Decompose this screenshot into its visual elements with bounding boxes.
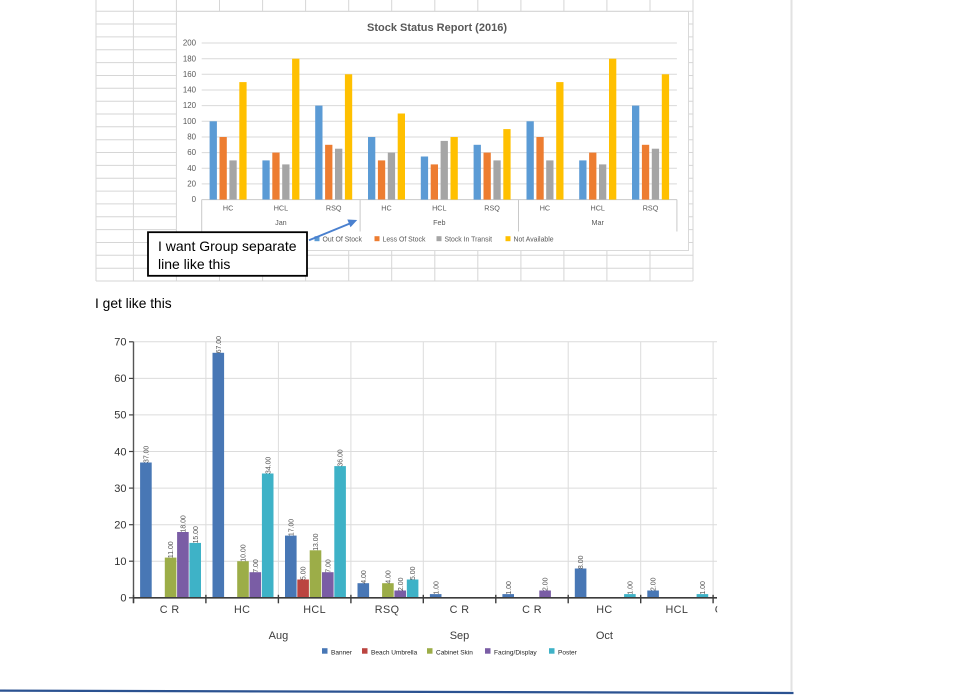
svg-text:140: 140 [183, 86, 197, 95]
svg-text:0: 0 [120, 593, 126, 605]
svg-text:HCL: HCL [432, 204, 446, 213]
svg-text:Sep: Sep [450, 630, 470, 642]
svg-text:RSQ: RSQ [326, 204, 342, 213]
svg-text:Poster: Poster [558, 650, 578, 657]
svg-text:I want Group separate: I want Group separate [158, 238, 297, 254]
svg-text:15.00: 15.00 [193, 526, 200, 543]
svg-text:RSQ: RSQ [643, 204, 659, 213]
svg-text:4.00: 4.00 [386, 570, 393, 584]
svg-text:5.00: 5.00 [301, 566, 308, 580]
svg-text:7.00: 7.00 [325, 559, 332, 573]
svg-text:36.00: 36.00 [338, 449, 345, 466]
svg-text:HC: HC [381, 204, 391, 213]
svg-text:0: 0 [192, 195, 197, 204]
svg-text:100: 100 [183, 117, 197, 126]
svg-text:20: 20 [114, 520, 126, 532]
svg-text:70: 70 [114, 337, 126, 349]
svg-text:Out Of Stock: Out Of Stock [323, 236, 363, 243]
svg-text:40: 40 [114, 446, 126, 458]
svg-text:Feb: Feb [433, 218, 445, 227]
svg-text:200: 200 [183, 39, 197, 48]
svg-text:Aug: Aug [269, 630, 289, 642]
svg-text:1.00: 1.00 [433, 581, 440, 595]
svg-text:Stock In Transit: Stock In Transit [445, 236, 493, 243]
svg-text:HC: HC [540, 204, 550, 213]
svg-text:2.00: 2.00 [398, 577, 405, 591]
svg-text:30: 30 [114, 483, 126, 495]
svg-text:8.00: 8.00 [578, 555, 585, 569]
svg-text:1.00: 1.00 [628, 581, 635, 595]
svg-text:13.00: 13.00 [313, 533, 320, 550]
svg-text:1.00: 1.00 [700, 581, 707, 595]
svg-text:67.00: 67.00 [216, 336, 223, 353]
svg-text:80: 80 [187, 133, 196, 142]
svg-text:20: 20 [187, 180, 196, 189]
svg-text:Facing/Display: Facing/Display [494, 650, 537, 657]
svg-text:Jan: Jan [275, 218, 287, 227]
svg-text:Oct: Oct [596, 630, 613, 642]
svg-text:C R: C R [160, 604, 180, 616]
svg-text:18.00: 18.00 [181, 515, 188, 532]
svg-text:RSQ: RSQ [375, 604, 400, 616]
svg-text:HC: HC [234, 604, 250, 616]
svg-text:RSQ: RSQ [484, 204, 500, 213]
svg-text:40: 40 [187, 164, 196, 173]
svg-text:HC: HC [596, 604, 612, 616]
svg-text:Beach Umbrella: Beach Umbrella [371, 650, 418, 657]
svg-text:C R: C R [522, 604, 542, 616]
svg-text:C R: C R [715, 604, 735, 616]
svg-text:11.00: 11.00 [168, 541, 175, 558]
svg-text:Mar: Mar [592, 218, 605, 227]
svg-text:HCL: HCL [303, 604, 326, 616]
svg-text:180: 180 [183, 54, 197, 63]
svg-text:Less Of Stock: Less Of Stock [383, 236, 426, 243]
svg-text:HC: HC [223, 204, 233, 213]
svg-text:Not Available: Not Available [514, 236, 554, 243]
svg-text:120: 120 [183, 101, 197, 110]
svg-text:34.00: 34.00 [265, 457, 272, 474]
svg-text:Banner: Banner [331, 650, 353, 657]
svg-text:17.00: 17.00 [288, 519, 295, 536]
svg-text:Stock Status Report (2016): Stock Status Report (2016) [367, 22, 507, 34]
svg-text:37.00: 37.00 [144, 446, 151, 463]
svg-text:10.00: 10.00 [241, 544, 248, 561]
svg-text:60: 60 [187, 148, 196, 157]
svg-text:HCL: HCL [591, 204, 605, 213]
svg-text:HCL: HCL [665, 604, 688, 616]
svg-text:7.00: 7.00 [253, 559, 260, 573]
svg-text:160: 160 [183, 70, 197, 79]
svg-text:4.00: 4.00 [361, 570, 368, 584]
svg-text:HCL: HCL [274, 204, 288, 213]
svg-text:Cabinet Skin: Cabinet Skin [436, 650, 473, 657]
svg-text:1.00: 1.00 [506, 581, 513, 595]
svg-text:5.00: 5.00 [410, 566, 417, 580]
svg-text:I get like this: I get like this [95, 296, 172, 311]
svg-text:2.00: 2.00 [543, 577, 550, 591]
svg-text:line like this: line like this [158, 256, 230, 272]
svg-text:2.00: 2.00 [651, 577, 658, 591]
svg-text:60: 60 [114, 373, 126, 385]
svg-text:10: 10 [114, 556, 126, 568]
svg-text:C R: C R [450, 604, 470, 616]
svg-text:50: 50 [114, 410, 126, 422]
